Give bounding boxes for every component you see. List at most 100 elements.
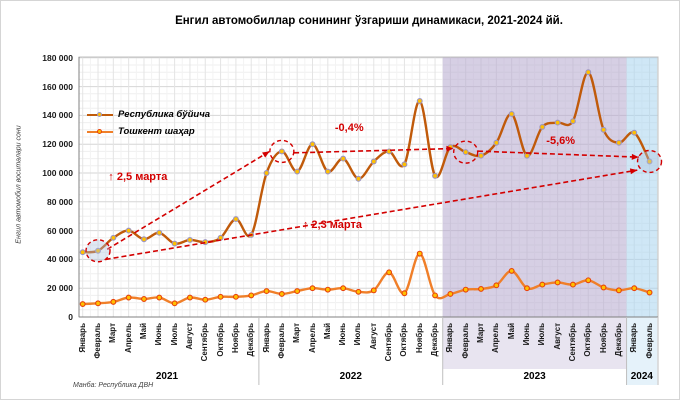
data-point-marker-series-1	[217, 293, 224, 300]
highlight-band-2024	[626, 57, 658, 317]
trend-arrowhead-1	[629, 168, 638, 175]
data-point-marker-series-1	[569, 281, 576, 288]
x-tick-label: Ноябрь	[598, 323, 608, 353]
data-point-marker-series-0	[631, 129, 638, 136]
year-label: 2023	[523, 371, 546, 382]
year-label: 2024	[630, 371, 653, 382]
x-tick-label: Февраль	[460, 323, 470, 359]
y-tick-label: 40 000	[47, 254, 73, 265]
y-tick-label: 120 000	[42, 139, 73, 150]
data-point-marker-series-0	[79, 249, 86, 256]
x-tick-label: Апрель	[491, 323, 501, 353]
data-point-marker-series-0	[646, 158, 653, 165]
source-note: Манба: Республика ДВН	[73, 382, 154, 389]
y-tick-label: 100 000	[42, 168, 73, 178]
data-point-marker-series-0	[401, 161, 408, 168]
legend-marker-icon	[97, 111, 102, 117]
y-tick-label: 180 000	[42, 52, 73, 63]
x-tick-label: Август	[368, 323, 378, 350]
x-tick-label: Декабрь	[613, 323, 623, 357]
y-tick-label: 140 000	[42, 110, 73, 121]
chart-title: Енгил автомобиллар сонининг ўзгариши дин…	[175, 15, 563, 27]
x-tick-label: Февраль	[93, 323, 103, 359]
y-tick-label: 80 000	[47, 196, 73, 207]
legend-swatch-icon	[87, 128, 113, 136]
data-point-marker-series-0	[462, 149, 469, 156]
trend-dashed-line-2	[294, 147, 454, 154]
data-point-marker-series-0	[263, 170, 270, 176]
data-point-marker-series-0	[294, 168, 301, 175]
data-point-marker-series-0	[569, 118, 576, 125]
data-point-marker-series-1	[278, 291, 285, 297]
data-point-marker-series-0	[156, 229, 163, 236]
data-point-marker-series-0	[95, 247, 101, 254]
x-tick-label: Январь	[445, 323, 455, 353]
y-tick-label: 0	[68, 312, 73, 322]
data-point-marker-series-0	[600, 126, 607, 133]
x-tick-label: Февраль	[644, 323, 654, 359]
year-label: 2021	[155, 371, 179, 382]
data-point-marker-series-0	[370, 158, 377, 165]
data-point-marker-series-1	[631, 285, 638, 292]
x-tick-label: Март	[292, 323, 302, 343]
x-tick-label: Декабрь	[246, 323, 256, 357]
y-tick-label: 160 000	[42, 81, 73, 92]
x-tick-label: Апрель	[307, 323, 317, 353]
x-tick-label: Ноябрь	[230, 323, 240, 353]
data-point-marker-series-1	[156, 294, 163, 301]
data-point-marker-series-0	[202, 239, 209, 246]
data-point-marker-series-1	[554, 279, 561, 286]
y-tick-label: 60 000	[47, 225, 73, 236]
highlight-ellipse	[636, 149, 663, 174]
data-point-marker-series-1	[340, 285, 347, 292]
year-label: 2022	[339, 371, 362, 382]
highlight-ellipse	[269, 139, 295, 164]
x-tick-label: Июнь	[154, 323, 164, 346]
data-point-marker-series-0	[232, 216, 239, 223]
x-tick-label: Январь	[77, 323, 87, 353]
data-point-marker-series-1	[202, 296, 209, 303]
data-point-marker-series-1	[110, 298, 117, 305]
legend-marker-icon	[97, 128, 102, 134]
x-tick-label: Август	[184, 323, 194, 350]
highlight-band-label-area-2023	[442, 317, 627, 369]
legend-label: Республика бўйича	[118, 109, 211, 120]
trend-dashed-line-1	[105, 169, 638, 261]
data-point-marker-series-1	[125, 294, 132, 301]
data-point-marker-series-1	[355, 288, 362, 295]
data-point-marker-series-1	[386, 269, 393, 276]
data-point-marker-series-1	[508, 267, 515, 274]
data-point-marker-series-1	[79, 301, 86, 307]
data-point-marker-series-0	[508, 111, 515, 117]
data-point-marker-series-0	[340, 155, 347, 162]
x-tick-label: Октябрь	[399, 323, 409, 357]
highlight-ellipse	[85, 239, 111, 263]
data-point-marker-series-1	[615, 287, 622, 294]
x-tick-label: Июль	[537, 323, 547, 346]
data-point-marker-series-0	[554, 119, 561, 126]
data-point-marker-series-0	[309, 141, 316, 148]
data-point-marker-series-1	[416, 250, 423, 257]
x-tick-label: Июнь	[521, 323, 531, 346]
data-point-marker-series-0	[432, 172, 439, 179]
legend-swatch-icon	[87, 111, 113, 119]
data-point-marker-series-0	[416, 98, 423, 104]
data-point-marker-series-0	[615, 139, 622, 146]
data-point-marker-series-1	[478, 285, 484, 292]
data-point-marker-series-1	[370, 287, 377, 294]
data-point-marker-series-0	[524, 152, 530, 159]
x-tick-label: Июль	[353, 323, 363, 346]
legend: Республика бўйича Тошкент шаҳар	[87, 106, 210, 140]
data-point-marker-series-0	[186, 237, 193, 243]
data-point-marker-series-1	[539, 281, 546, 288]
data-point-marker-series-1	[171, 300, 178, 307]
x-tick-label: Январь	[629, 323, 639, 353]
data-point-marker-series-1	[646, 289, 653, 296]
x-tick-label: Август	[552, 323, 562, 350]
x-tick-label: Сентябрь	[200, 323, 210, 362]
x-tick-label: Декабрь	[430, 323, 440, 357]
legend-item-1: Тошкент шаҳар	[87, 123, 210, 140]
data-point-marker-series-1	[309, 285, 316, 292]
x-tick-label: Июль	[169, 323, 179, 346]
